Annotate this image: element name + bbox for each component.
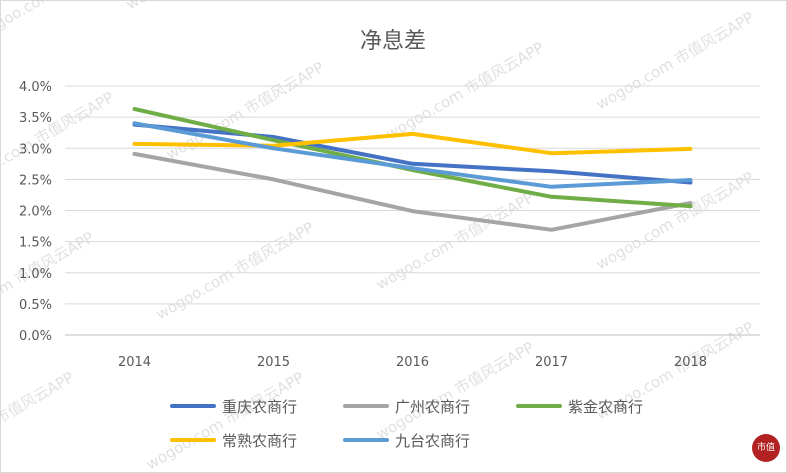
legend-label: 广州农商行	[395, 398, 470, 416]
watermark-text: wogoo.com 市值风云APP	[593, 8, 757, 113]
x-tick-label: 2014	[118, 355, 151, 370]
watermark-text: wogoo.com 市值风云APP	[143, 368, 307, 473]
legend-label: 常熟农商行	[222, 432, 297, 450]
y-tick-label: 1.5%	[19, 236, 52, 251]
watermark-text: wogoo.com 市值风云APP	[0, 368, 77, 473]
watermark-text: wogoo.com 市值风云APP	[383, 38, 547, 143]
series-line	[132, 121, 693, 189]
x-tick-label: 2017	[535, 355, 568, 370]
y-tick-label: 0.0%	[19, 329, 52, 344]
y-axis-ticks: 0.0% 0.5% 1.0% 1.5% 2.0% 2.5% 3.0% 3.5% 4.0%	[19, 80, 52, 344]
watermark-text: wogoo.com 市值风云APP	[123, 0, 287, 13]
x-axis-ticks: 2014 2015 2016 2017 2018	[118, 355, 707, 370]
x-tick-label: 2016	[396, 355, 429, 370]
y-tick-label: 0.5%	[19, 298, 52, 313]
y-tick-label: 2.5%	[19, 173, 52, 188]
legend-label: 紫金农商行	[568, 398, 643, 416]
y-tick-label: 1.0%	[19, 267, 52, 282]
y-tick-label: 4.0%	[19, 80, 52, 95]
series-line	[132, 131, 693, 156]
legend-label: 九台农商行	[395, 432, 470, 450]
y-tick-label: 2.0%	[19, 205, 52, 220]
chart-title: 净息差	[360, 29, 426, 54]
watermark-layer: wogoo.com 市值风云APP wogoo.com 市值风云APP wogoo.…	[0, 0, 757, 473]
legend-label: 重庆农商行	[222, 398, 297, 416]
x-tick-label: 2015	[257, 355, 290, 370]
series-line	[132, 151, 693, 232]
y-tick-label: 3.5%	[19, 111, 52, 126]
watermark-text: wogoo.com 市值风云APP	[373, 188, 537, 293]
watermark-logo: 市值	[752, 434, 780, 462]
watermark-text: wogoo.com 市值风云APP	[153, 218, 317, 323]
gridlines	[65, 85, 760, 336]
watermark-text: wogoo.com 市值风云APP	[0, 88, 117, 193]
x-tick-label: 2018	[674, 355, 707, 370]
watermark-text: wogoo.com 市值风云APP	[0, 0, 137, 43]
y-tick-label: 3.0%	[19, 142, 52, 157]
series-lines	[132, 107, 693, 232]
series-line	[132, 122, 693, 185]
